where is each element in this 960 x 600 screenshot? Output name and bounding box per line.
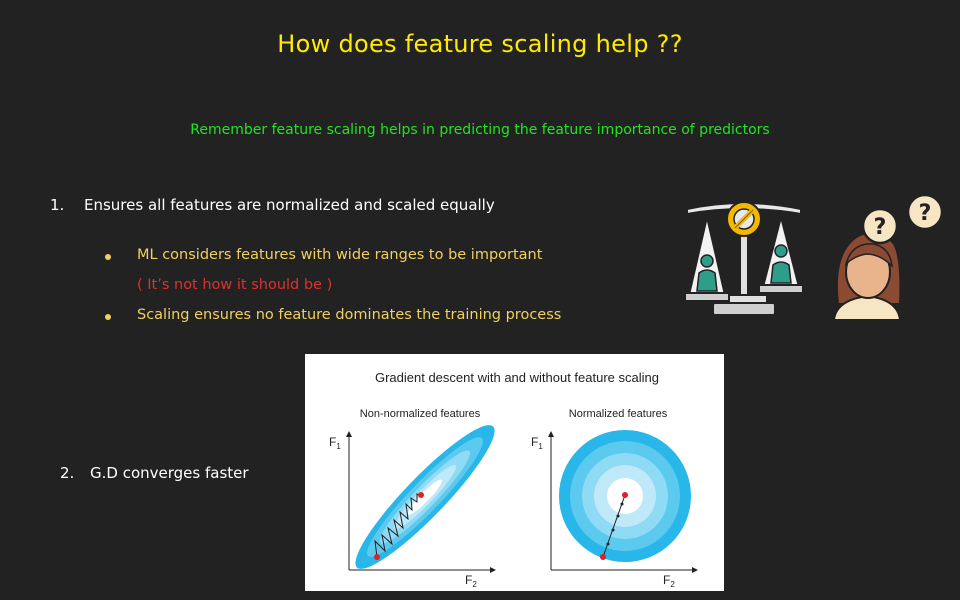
bullet-note: ( It’s not how it should be ) [137,277,333,293]
point-1-text: Ensures all features are normalized and … [84,196,495,214]
bullet-dot [105,254,111,260]
bullet-wide-ranges: ML considers features with wide ranges t… [137,247,543,263]
non-normalized-contour-plot [355,425,495,569]
question-bubble-icon: ? [906,193,944,231]
point-2-number: 2. [60,464,75,482]
right-y-label: F1 [531,435,543,451]
slide-subtitle: Remember feature scaling helps in predic… [190,122,770,138]
minimum-point [418,492,424,498]
svg-text:?: ? [919,201,932,226]
person-icon [696,254,718,292]
point-1-number: 1. [50,196,65,214]
person-icon [770,244,792,284]
right-x-label: F2 [663,573,675,589]
left-y-label: F1 [329,435,341,451]
balance-scale-illustration [684,201,804,316]
left-x-label: F2 [465,573,477,589]
start-point [600,554,606,560]
normalized-contour-plot [559,430,691,562]
svg-text:?: ? [874,215,887,240]
gradient-descent-figure: Gradient descent with and without featur… [305,354,724,591]
question-mark-icon: ? [906,245,919,270]
non-normalized-label: Non-normalized features [360,408,481,420]
question-bubble-icon: ? [861,207,899,245]
bullet-no-dominance: Scaling ensures no feature dominates the… [137,307,562,323]
minimum-point [622,492,628,498]
prohibited-icon [726,201,762,237]
point-2-text: G.D converges faster [90,464,249,482]
figure-title: Gradient descent with and without featur… [375,370,659,385]
scale-base [712,302,776,316]
bullet-dot [105,314,111,320]
slide-title: How does feature scaling help ?? [277,30,683,58]
start-point [374,554,380,560]
normalized-label: Normalized features [569,408,668,420]
confused-person-illustration: ? ? ? [832,193,944,321]
